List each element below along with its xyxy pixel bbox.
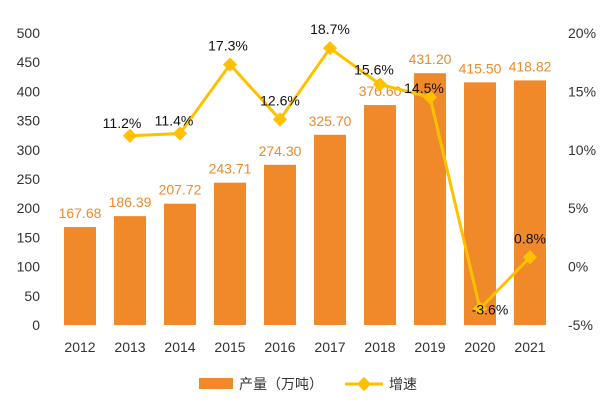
- bar: [214, 182, 246, 325]
- growth-point: [272, 112, 288, 127]
- x-tick-label: 2012: [64, 339, 95, 355]
- left-tick-label: 350: [17, 113, 41, 129]
- growth-value-label: -3.6%: [472, 302, 509, 318]
- bar-series: [64, 73, 546, 326]
- bar-value-label: 431.20: [409, 51, 452, 67]
- growth-value-label: 12.6%: [260, 92, 300, 108]
- left-tick-label: 300: [17, 142, 41, 158]
- bar-value-label: 186.39: [109, 194, 152, 210]
- growth-point: [122, 128, 138, 143]
- bar-value-label: 243.71: [209, 161, 252, 177]
- line-series: [122, 41, 538, 316]
- bar: [164, 203, 196, 325]
- bar-value-label: 415.50: [459, 60, 502, 76]
- growth-point: [172, 126, 188, 141]
- left-tick-label: 0: [32, 317, 40, 333]
- growth-point: [522, 250, 538, 265]
- right-tick-label: -5%: [568, 317, 593, 333]
- x-tick-label: 2017: [314, 339, 345, 355]
- x-tick-label: 2018: [364, 339, 395, 355]
- legend-line-marker: [356, 376, 372, 392]
- right-tick-label: 20%: [568, 25, 596, 41]
- bar-value-label: 274.30: [259, 143, 302, 159]
- bar: [114, 216, 146, 325]
- growth-point: [372, 77, 388, 92]
- right-axis: -5% 0% 5% 10% 15% 20%: [568, 25, 596, 333]
- growth-value-label: 14.5%: [404, 80, 444, 96]
- legend-line-label: 增速: [389, 376, 417, 392]
- growth-value-label: 15.6%: [354, 61, 394, 77]
- growth-value-label: 0.8%: [514, 230, 546, 246]
- growth-point: [422, 90, 438, 105]
- legend-bar-label: 产量（万吨）: [239, 376, 323, 392]
- bar-value-label: 167.68: [59, 205, 102, 221]
- left-tick-label: 200: [17, 200, 41, 216]
- left-tick-label: 50: [24, 288, 40, 304]
- x-tick-label: 2015: [214, 339, 245, 355]
- growth-value-label: 18.7%: [310, 21, 350, 37]
- legend: 产量（万吨） 增速: [199, 376, 417, 392]
- legend-bar-swatch: [199, 378, 233, 389]
- x-tick-label: 2019: [414, 339, 445, 355]
- bar: [64, 227, 96, 325]
- right-tick-label: 0%: [568, 259, 588, 275]
- x-tick-label: 2014: [164, 339, 195, 355]
- left-tick-label: 400: [17, 83, 41, 99]
- right-tick-label: 10%: [568, 142, 596, 158]
- left-tick-label: 500: [17, 25, 41, 41]
- left-axis: 0 50 100 150 200 250 300 350 400 450 500: [17, 25, 41, 333]
- bar-value-label: 418.82: [509, 58, 552, 74]
- left-tick-label: 150: [17, 229, 41, 245]
- bar: [464, 82, 496, 326]
- bar: [414, 73, 446, 325]
- left-tick-label: 250: [17, 171, 41, 187]
- growth-point: [472, 301, 488, 316]
- bar: [364, 105, 396, 325]
- right-tick-label: 5%: [568, 200, 588, 216]
- growth-point: [322, 41, 338, 56]
- bar: [514, 80, 546, 325]
- x-axis: 2012 2013 2014 2015 2016 2017 2018 2019 2020 2021: [64, 339, 545, 355]
- growth-value-label: 17.3%: [208, 38, 248, 54]
- left-tick-label: 100: [17, 259, 41, 275]
- x-tick-label: 2016: [264, 339, 295, 355]
- x-tick-label: 2020: [464, 339, 495, 355]
- right-tick-label: 15%: [568, 83, 596, 99]
- growth-value-label: 11.4%: [155, 112, 194, 128]
- growth-value-label: 11.2%: [103, 115, 142, 131]
- bar: [264, 164, 296, 325]
- bar: [314, 134, 346, 325]
- x-tick-label: 2013: [114, 339, 145, 355]
- bar-value-label: 207.72: [159, 182, 202, 198]
- left-tick-label: 450: [17, 54, 41, 70]
- bar-value-label: 325.70: [309, 113, 352, 129]
- line-data-labels: 11.2% 11.4% 17.3% 12.6% 18.7% 15.6% 14.5% -3.6%…: [103, 21, 546, 317]
- x-tick-label: 2021: [514, 339, 545, 355]
